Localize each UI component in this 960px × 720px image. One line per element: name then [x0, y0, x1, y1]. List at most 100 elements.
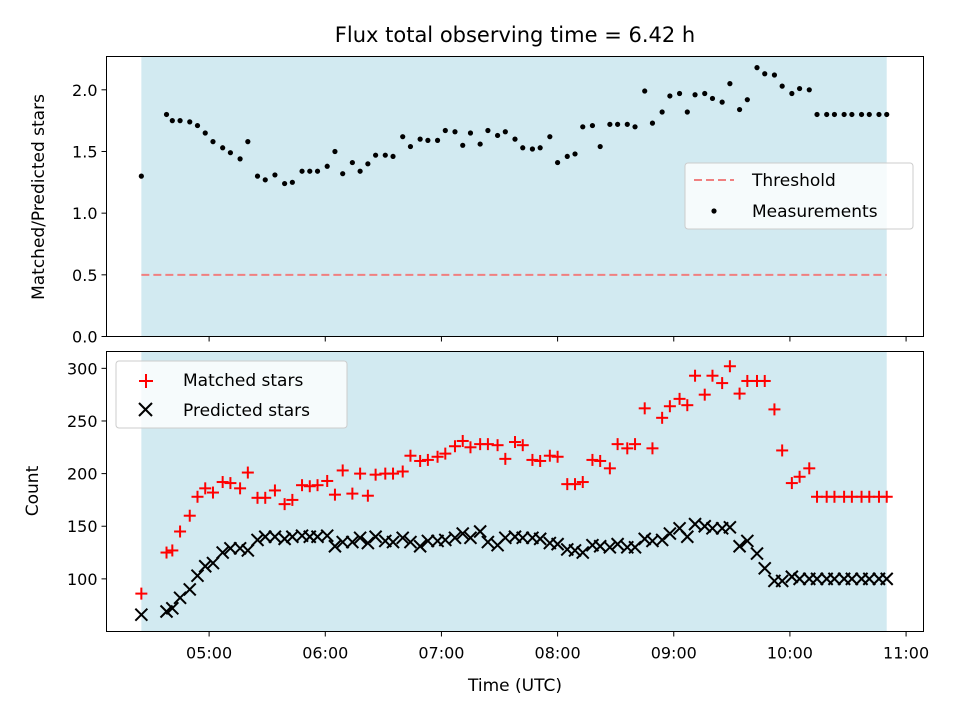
matched-stars-point [663, 400, 676, 413]
predicted-stars-point [241, 543, 255, 558]
predicted-stars-point [258, 530, 272, 544]
y-tick-label: 0.0 [72, 328, 97, 347]
measurement-point [866, 111, 872, 118]
matched-stars-point [439, 447, 452, 460]
predicted-stars-point [233, 541, 247, 556]
matched-stars-point [135, 587, 148, 600]
measurement-point [272, 172, 278, 178]
measurement-point [692, 92, 698, 98]
measurement-point [494, 132, 501, 139]
measurement-point [814, 111, 820, 118]
measurement-point [529, 146, 536, 152]
measurement-point [289, 179, 295, 185]
measurement-point [314, 168, 321, 174]
measurement-point [547, 134, 553, 140]
measurement-point [452, 129, 458, 135]
matched-stars-point [241, 466, 254, 479]
matched-stars-point [594, 454, 607, 467]
count-y-ticks: 100 150 200 250 300 [67, 359, 107, 589]
matched-stars-point [603, 462, 616, 475]
predicted-stars-point [134, 607, 149, 622]
matched-stars-point [526, 453, 539, 466]
measurement-point [340, 171, 346, 177]
y-tick-label: 150 [67, 517, 98, 536]
matched-stars-point [646, 442, 659, 455]
predicted-stars-point [638, 532, 652, 546]
measurement-point [659, 109, 665, 115]
predicted-stars-point [705, 521, 720, 536]
measurement-point [442, 127, 448, 134]
predicted-stars-point [183, 582, 197, 597]
predicted-stars-point [655, 533, 669, 547]
matched-stars-point [656, 411, 669, 424]
predicted-stars-point [206, 556, 220, 570]
predicted-stars-point [403, 535, 418, 549]
measurement-point [373, 152, 379, 158]
predicted-stars-point [223, 541, 238, 556]
y-tick-label: 100 [67, 570, 98, 589]
predicted-stars-point [758, 561, 772, 576]
matched-stars-point [464, 441, 477, 454]
matched-stars-point [387, 467, 400, 480]
measurement-point [667, 93, 673, 99]
matched-stars-point [278, 498, 291, 511]
matched-stars-point [216, 476, 229, 489]
measurement-point [163, 111, 170, 118]
count-x-ticks: 05:00 06:00 07:00 08:00 09:00 10:00 11:00 [186, 631, 929, 663]
measurement-point [572, 151, 578, 157]
measurements-legend-label: Measurements [752, 202, 878, 222]
predicted-stars-point [277, 532, 292, 546]
measurement-point [771, 72, 778, 78]
predicted-stars-point [250, 533, 265, 547]
measurement-point [202, 130, 208, 136]
y-tick-label: 200 [67, 465, 98, 484]
measurement-point [676, 90, 683, 97]
matched-stars-point [456, 434, 469, 447]
matched-stars-point [206, 486, 219, 499]
matched-stars-point [543, 449, 556, 462]
matched-stars-point [733, 387, 746, 400]
measurement-points [138, 65, 890, 187]
measurement-point [425, 137, 431, 143]
predicted-stars-point [792, 572, 807, 586]
predicted-stars-point [448, 531, 462, 545]
count-legend: Matched stars Predicted stars [115, 360, 348, 429]
matched-stars-point [224, 477, 237, 490]
measurement-point [796, 85, 803, 92]
measurement-point [564, 153, 570, 160]
predicted-stars-point [516, 531, 530, 545]
y-tick-label: 250 [67, 412, 98, 431]
matched-stars-point [414, 454, 427, 467]
predicted-stars-point [335, 535, 350, 549]
matched-stars-point [286, 493, 299, 506]
y-tick-label: 2.0 [72, 81, 97, 100]
matched-stars-point [296, 479, 309, 492]
measurement-point [727, 81, 733, 87]
measurement-point [365, 161, 371, 167]
matched-stars-point [328, 488, 341, 501]
matched-stars-point [268, 484, 281, 497]
measurement-point [417, 136, 423, 142]
matched-stars-point [509, 436, 521, 449]
predicted-stars-point [740, 534, 755, 548]
matched-stars-point [166, 544, 179, 557]
predicted-stars-point [603, 540, 617, 554]
measurement-point [849, 111, 855, 118]
y-tick-label: 1.5 [72, 142, 97, 161]
measurements-legend-swatch [711, 208, 717, 214]
predicted-stars-point [473, 524, 487, 539]
matched-stars-point [396, 465, 409, 478]
ratio-y-ticks: 0.0 0.5 1.0 1.5 2.0 [72, 81, 107, 347]
measurement-point [831, 111, 838, 118]
measurement-point [512, 136, 518, 142]
predicted-stars-point [680, 530, 695, 544]
measurement-point [434, 137, 441, 143]
x-tick-label: 10:00 [767, 644, 813, 663]
predicted-stars-point [353, 531, 367, 545]
measurement-point [702, 90, 708, 97]
measurement-point [390, 153, 396, 160]
matched-stars-point [638, 402, 651, 415]
matched-stars-point [421, 453, 434, 466]
measurement-point [245, 139, 251, 145]
predicted-stars-point [576, 545, 590, 560]
